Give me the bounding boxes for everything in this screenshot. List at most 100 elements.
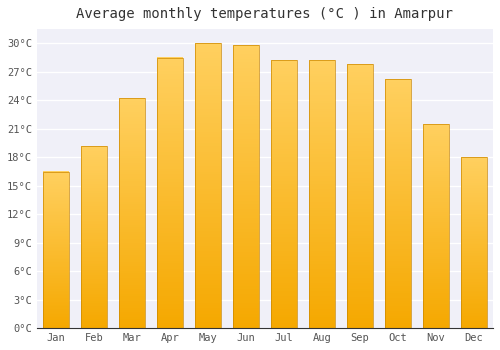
Bar bbox=[42, 267, 69, 269]
Bar bbox=[460, 279, 487, 280]
Bar bbox=[384, 278, 411, 281]
Bar bbox=[346, 170, 374, 173]
Bar bbox=[194, 262, 221, 266]
Bar bbox=[422, 202, 450, 204]
Bar bbox=[156, 231, 183, 233]
Bar bbox=[232, 201, 259, 204]
Bar bbox=[346, 80, 374, 83]
Bar bbox=[80, 314, 107, 315]
Bar bbox=[156, 63, 183, 66]
Bar bbox=[80, 268, 107, 270]
Bar bbox=[118, 128, 145, 131]
Bar bbox=[346, 217, 374, 220]
Bar bbox=[384, 199, 411, 201]
Bar bbox=[156, 90, 183, 93]
Bar bbox=[384, 124, 411, 127]
Bar bbox=[384, 139, 411, 142]
Bar bbox=[270, 100, 297, 103]
Bar bbox=[422, 193, 450, 196]
Bar bbox=[42, 297, 69, 299]
Bar bbox=[80, 293, 107, 295]
Bar bbox=[42, 181, 69, 182]
Bar bbox=[80, 201, 107, 202]
Bar bbox=[384, 241, 411, 244]
Bar bbox=[156, 149, 183, 152]
Bar bbox=[194, 288, 221, 291]
Bar bbox=[194, 52, 221, 55]
Bar bbox=[346, 267, 374, 270]
Bar bbox=[422, 205, 450, 208]
Bar bbox=[308, 234, 336, 237]
Bar bbox=[384, 293, 411, 296]
Bar bbox=[80, 230, 107, 232]
Bar bbox=[308, 151, 336, 154]
Bar bbox=[156, 263, 183, 266]
Bar bbox=[270, 170, 297, 173]
Bar bbox=[194, 72, 221, 75]
Bar bbox=[384, 326, 411, 328]
Bar bbox=[460, 159, 487, 161]
Bar bbox=[308, 127, 336, 130]
Bar bbox=[156, 84, 183, 87]
Bar bbox=[308, 296, 336, 299]
Bar bbox=[80, 323, 107, 324]
Bar bbox=[270, 84, 297, 87]
Bar bbox=[308, 122, 336, 125]
Bar bbox=[384, 112, 411, 114]
Bar bbox=[80, 239, 107, 241]
Bar bbox=[156, 236, 183, 239]
Bar bbox=[346, 127, 374, 130]
Bar bbox=[156, 282, 183, 285]
Bar bbox=[460, 198, 487, 200]
Bar bbox=[156, 74, 183, 77]
Bar bbox=[308, 251, 336, 253]
Bar bbox=[80, 173, 107, 175]
Bar bbox=[194, 92, 221, 94]
Bar bbox=[80, 312, 107, 314]
Bar bbox=[80, 288, 107, 290]
Bar bbox=[384, 79, 411, 82]
Bar bbox=[42, 262, 69, 264]
Bar bbox=[42, 247, 69, 248]
Bar bbox=[42, 270, 69, 272]
Bar bbox=[384, 288, 411, 291]
Bar bbox=[156, 252, 183, 255]
Bar bbox=[308, 111, 336, 114]
Bar bbox=[460, 188, 487, 190]
Bar bbox=[384, 82, 411, 84]
Bar bbox=[156, 301, 183, 304]
Bar bbox=[270, 199, 297, 202]
Bar bbox=[232, 226, 259, 229]
Bar bbox=[308, 133, 336, 135]
Bar bbox=[156, 279, 183, 282]
Bar bbox=[118, 218, 145, 220]
Bar bbox=[194, 152, 221, 154]
Bar bbox=[232, 133, 259, 136]
Bar bbox=[422, 144, 450, 147]
Bar bbox=[346, 183, 374, 186]
Bar bbox=[194, 97, 221, 100]
Bar bbox=[308, 312, 336, 315]
Bar bbox=[346, 220, 374, 223]
Bar bbox=[232, 99, 259, 102]
Bar bbox=[80, 222, 107, 224]
Bar bbox=[346, 236, 374, 238]
Bar bbox=[308, 162, 336, 165]
Bar bbox=[422, 189, 450, 191]
Bar bbox=[270, 210, 297, 213]
Bar bbox=[156, 258, 183, 260]
Bar bbox=[422, 167, 450, 169]
Bar bbox=[156, 109, 183, 112]
Bar bbox=[80, 277, 107, 279]
Bar bbox=[118, 252, 145, 255]
Bar bbox=[80, 213, 107, 215]
Bar bbox=[422, 298, 450, 300]
Bar bbox=[346, 283, 374, 286]
Bar bbox=[80, 193, 107, 195]
Bar bbox=[80, 264, 107, 266]
Bar bbox=[194, 285, 221, 288]
Bar bbox=[232, 260, 259, 263]
Bar bbox=[42, 212, 69, 214]
Bar bbox=[42, 211, 69, 212]
Bar bbox=[384, 298, 411, 301]
